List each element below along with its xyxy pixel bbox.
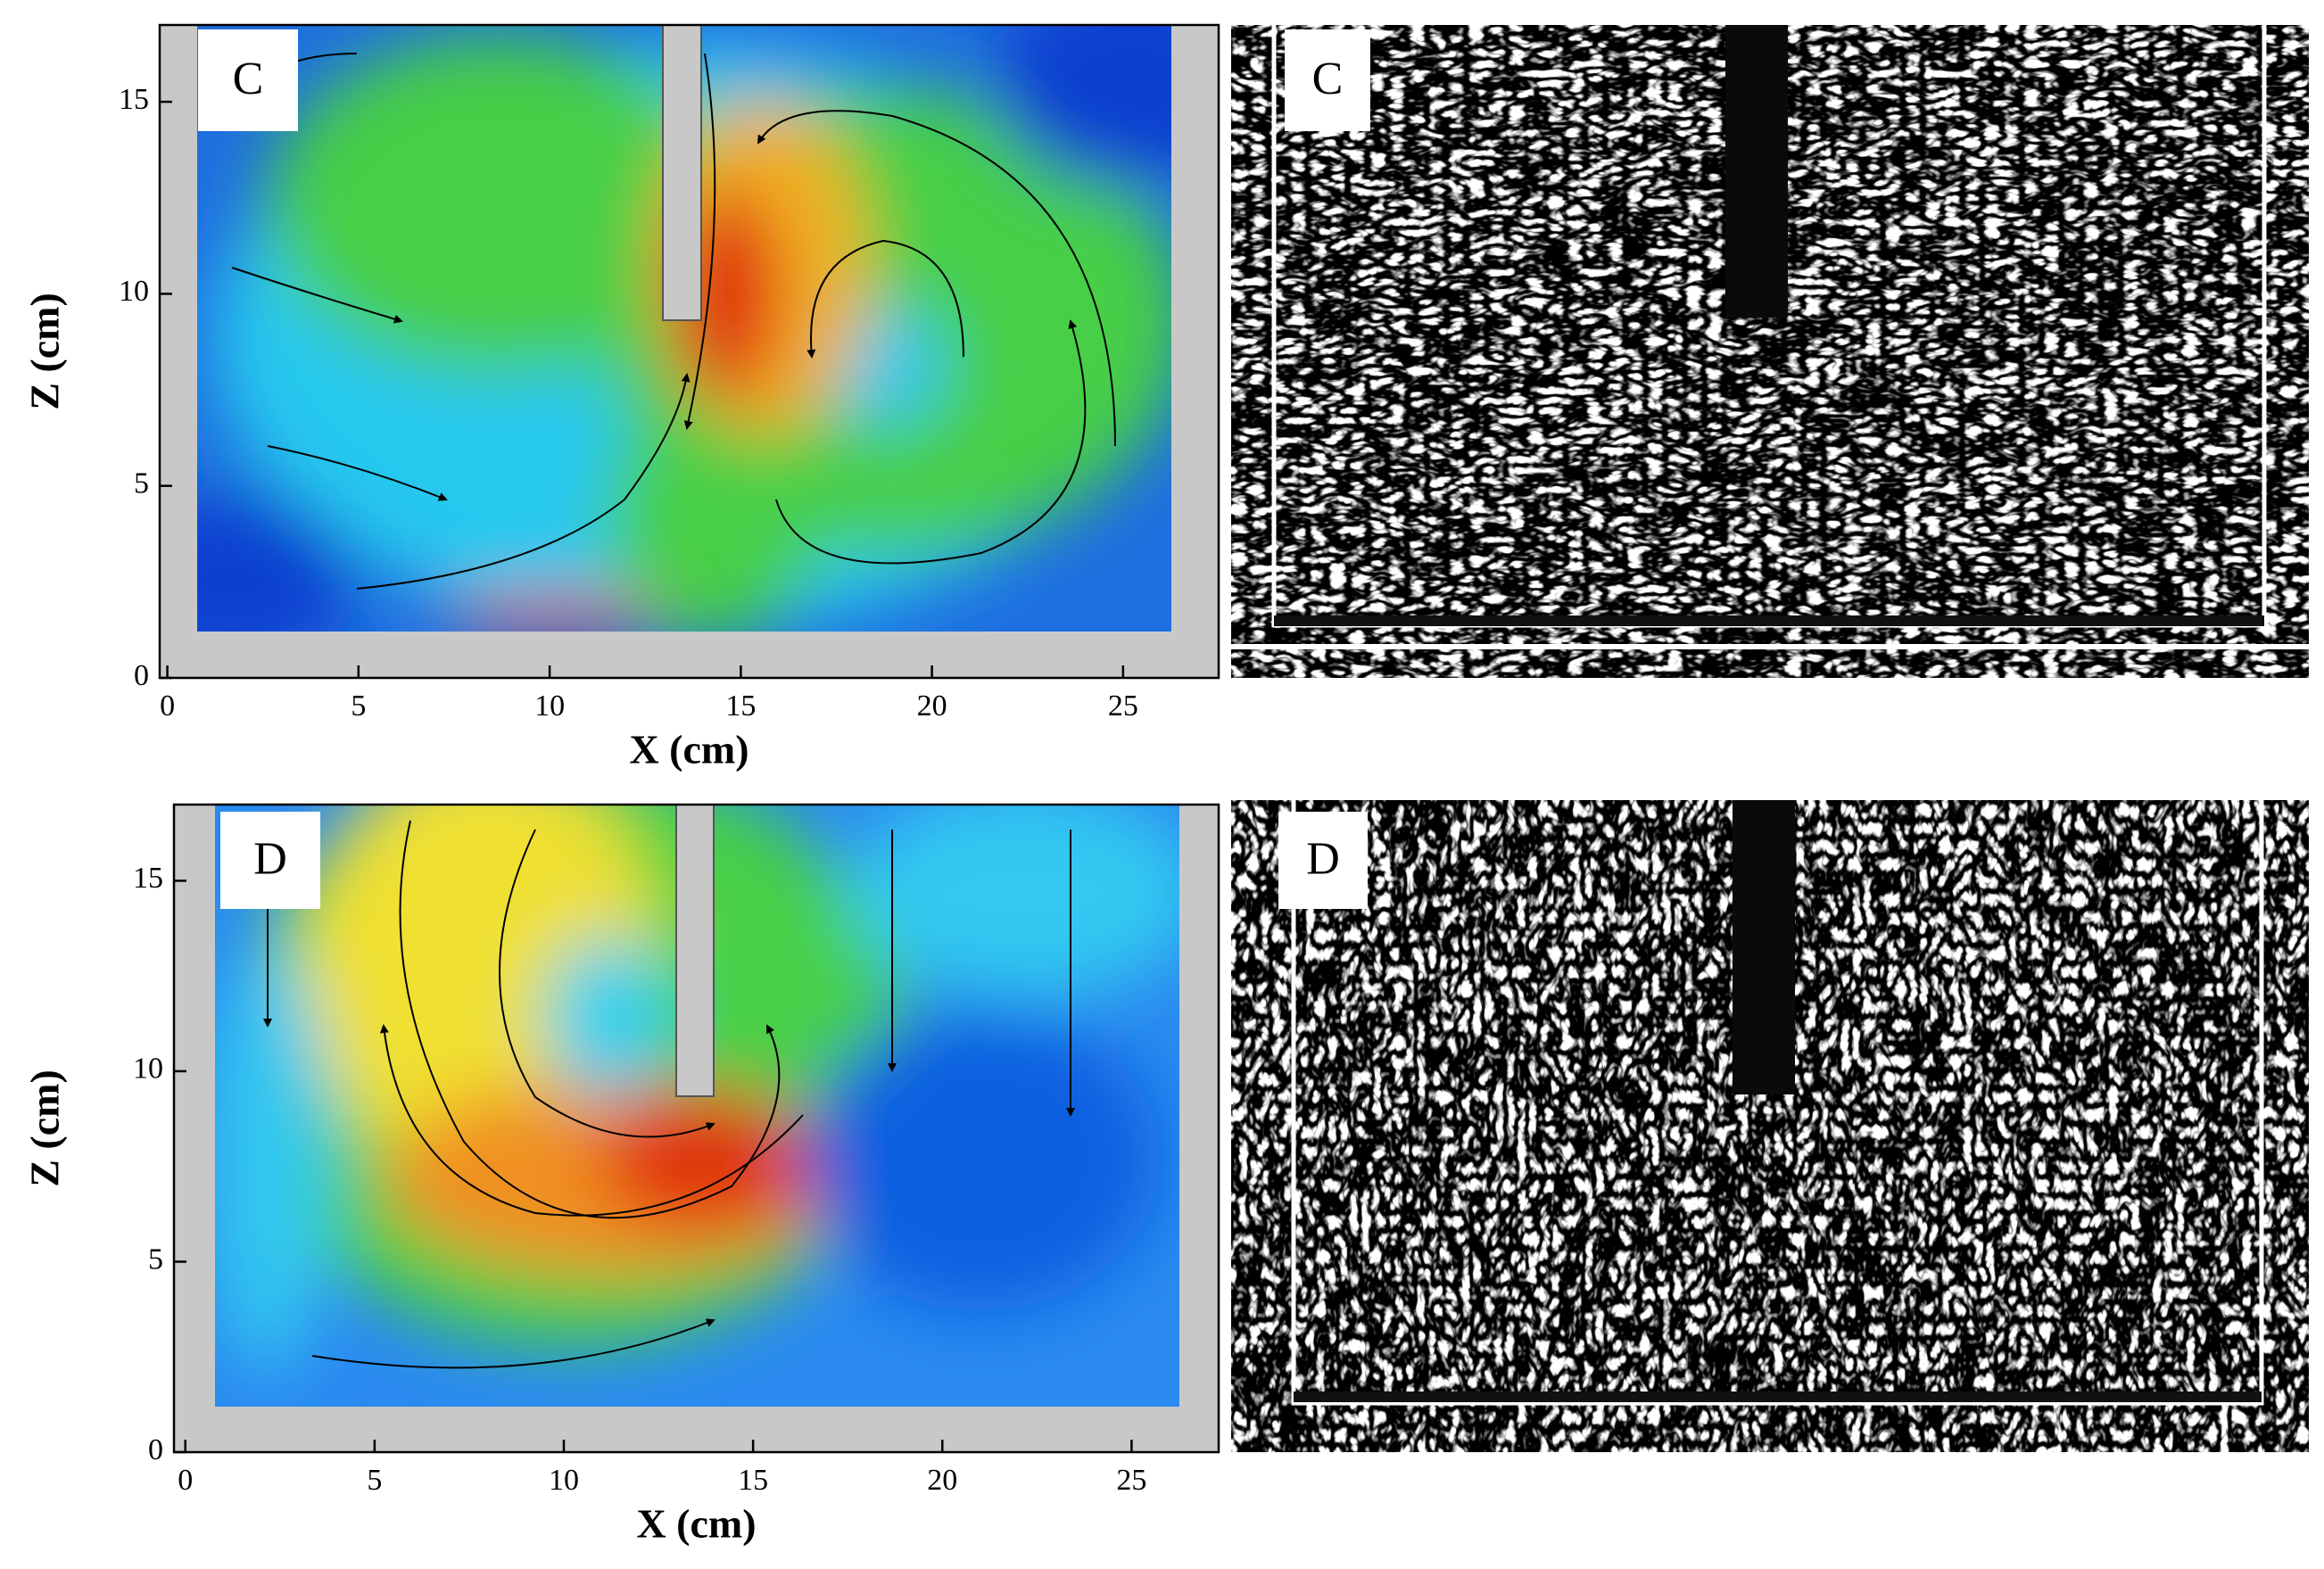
x-tick-label: 15: [725, 690, 756, 723]
x-tick-label: 20: [927, 1464, 957, 1497]
photo-label: C: [1312, 54, 1344, 104]
photo-c: [1231, 25, 2309, 678]
x-axis-title: X (cm): [629, 727, 748, 772]
y-axis-title: Z (cm): [22, 293, 68, 410]
panel-c-field: [160, 24, 1219, 678]
x-tick-label: 25: [1108, 690, 1138, 723]
plate: [675, 804, 715, 1097]
panel-label: C: [233, 54, 264, 104]
plot-frame: [172, 803, 1220, 1454]
x-tick-label: 5: [367, 1464, 382, 1497]
label-box: [220, 812, 320, 909]
y-tick-label: 10: [119, 275, 149, 308]
velocity-magnitude: [197, 25, 1171, 632]
plot-frame: [158, 23, 1220, 680]
plate: [662, 24, 702, 321]
axes: 0 5 10 15 20 25 0 5 10 15 X (cm) Z (cm) C C: [22, 23, 1370, 772]
label-box: [198, 29, 298, 131]
panel-d-field: [174, 804, 1219, 1452]
x-tick-label: 15: [738, 1464, 768, 1497]
streamlines: [230, 53, 1116, 590]
x-tick-label: 10: [534, 690, 565, 723]
x-tick-label: 0: [160, 690, 175, 723]
x-tick-label: 10: [549, 1464, 579, 1497]
y-tick-label: 0: [134, 659, 149, 692]
x-tick-label: 5: [351, 690, 366, 723]
x-axis-title: X (cm): [636, 1501, 756, 1547]
panel-label: D: [253, 833, 287, 884]
axes: 0 5 10 15 20 25 0 5 10 15 X (cm) Z (cm) D D: [22, 803, 1368, 1547]
y-tick-label: 5: [148, 1243, 163, 1276]
photo-d: [1231, 800, 2309, 1452]
photo-label: D: [1306, 833, 1340, 884]
label-box: [1285, 29, 1370, 131]
x-tick-label: 0: [178, 1464, 193, 1497]
x-tick-label: 25: [1116, 1464, 1146, 1497]
x-tick-label: 20: [917, 690, 947, 723]
streamlines: [263, 820, 1075, 1369]
y-tick-label: 15: [119, 83, 149, 116]
y-axis-title: Z (cm): [22, 1069, 68, 1187]
label-box: [1278, 812, 1368, 909]
y-tick-label: 10: [133, 1053, 163, 1086]
y-tick-label: 15: [133, 862, 163, 895]
y-tick-label: 5: [134, 467, 149, 500]
y-tick-label: 0: [148, 1433, 163, 1466]
